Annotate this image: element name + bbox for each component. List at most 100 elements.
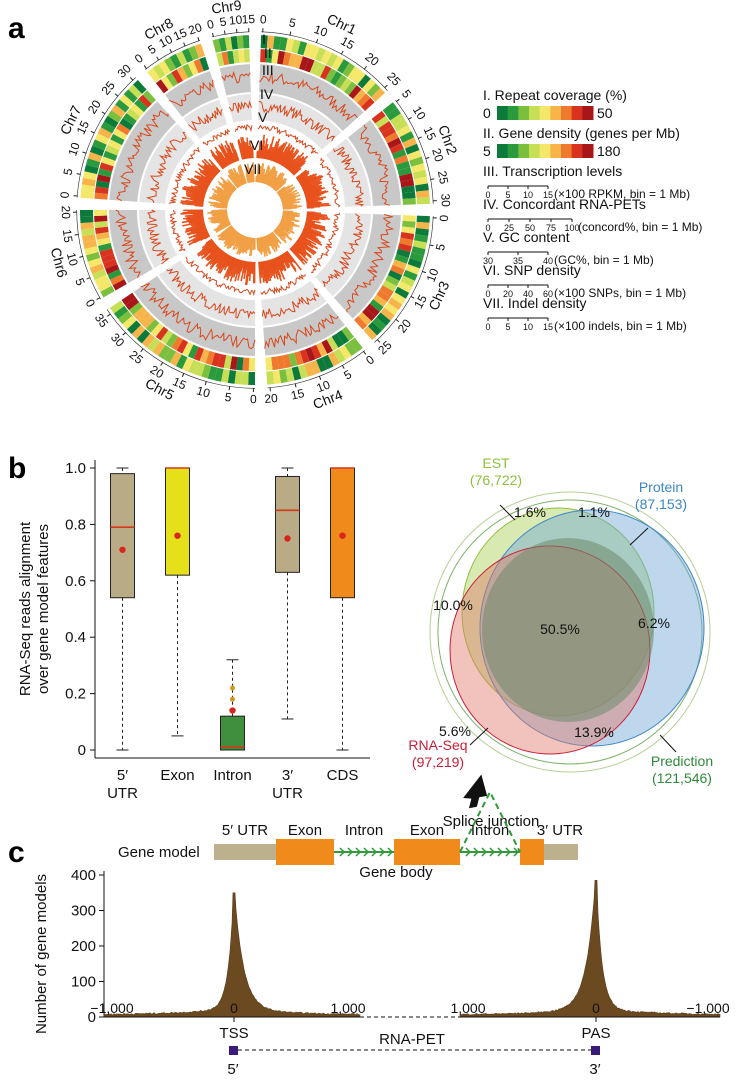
repeat-coverage-bin bbox=[118, 310, 133, 325]
legend-axis-label: 40 bbox=[523, 289, 533, 299]
rna-pet-tag-3 bbox=[591, 1046, 600, 1055]
gc-line bbox=[169, 146, 201, 205]
legend-axis-label: 100 bbox=[564, 223, 579, 233]
gene-density-bin bbox=[96, 237, 111, 246]
repeat-coverage-bin bbox=[367, 321, 382, 336]
gene-density-bin bbox=[288, 53, 298, 68]
category-label: 5′ bbox=[117, 767, 128, 784]
repeat-coverage-bin bbox=[227, 370, 237, 384]
intron-chevron bbox=[371, 847, 378, 857]
repeat-coverage-bin bbox=[80, 222, 95, 230]
repeat-coverage-bin bbox=[83, 240, 98, 249]
track-numeral: II bbox=[264, 45, 272, 61]
legend-swatch bbox=[561, 106, 573, 120]
legend-swatch bbox=[582, 144, 594, 158]
tick-mark bbox=[315, 38, 319, 44]
intron-chevron bbox=[387, 847, 394, 857]
gc-line bbox=[202, 128, 230, 146]
tick-mark bbox=[430, 178, 435, 181]
gene-density-bin bbox=[371, 110, 386, 124]
legend-swatch bbox=[497, 144, 509, 158]
venn-region-label: 13.9% bbox=[574, 724, 614, 740]
tick-label: 15 bbox=[171, 374, 189, 392]
repeat-coverage-bin bbox=[344, 341, 358, 356]
gene-density-bin bbox=[98, 242, 113, 252]
gc-line bbox=[260, 273, 306, 295]
repeat-coverage-bin bbox=[320, 50, 332, 65]
tick-mark bbox=[82, 151, 87, 154]
gene-density-bin bbox=[193, 58, 204, 74]
repeat-coverage-bin bbox=[376, 312, 391, 326]
track-numeral: III bbox=[262, 62, 274, 78]
repeat-coverage-bin bbox=[273, 36, 282, 50]
repeat-coverage-bin bbox=[115, 99, 130, 113]
repeat-coverage-bin bbox=[333, 348, 346, 364]
tick-mark bbox=[429, 244, 434, 247]
gene-density-bin bbox=[199, 56, 210, 72]
repeat-coverage-bin bbox=[169, 351, 182, 367]
rna-pet-left-end: 5′ bbox=[227, 1061, 238, 1078]
gene-density-bin bbox=[182, 342, 194, 357]
tick-label: 15 bbox=[411, 292, 430, 311]
gene-density-bin bbox=[216, 52, 225, 67]
gene-density-bin bbox=[397, 166, 412, 177]
concordance-band bbox=[325, 138, 371, 207]
tick-label: 5 bbox=[61, 167, 76, 177]
repeat-coverage-bin bbox=[132, 79, 147, 94]
panel-letter-b: b bbox=[8, 452, 26, 485]
legend-scale-min: 0 bbox=[483, 105, 491, 121]
gene-density-bin bbox=[304, 58, 315, 73]
repeat-coverage-bin bbox=[407, 150, 422, 161]
repeat-coverage-bin bbox=[81, 184, 95, 193]
legend-axis-label: 25 bbox=[504, 223, 514, 233]
gene-feature-label: Intron bbox=[471, 822, 509, 839]
gene-density-bin bbox=[96, 174, 111, 183]
repeat-coverage-bin bbox=[297, 364, 308, 379]
repeat-coverage-bin bbox=[84, 246, 99, 256]
tick-label: 25 bbox=[435, 170, 451, 186]
repeat-coverage-bin bbox=[409, 156, 424, 167]
gene-density-bin bbox=[137, 310, 151, 325]
gene-density-bin bbox=[397, 243, 412, 253]
legend-scale-max: 50 bbox=[597, 105, 613, 121]
gene-density-bin bbox=[243, 49, 250, 63]
gene-feature-label: Exon bbox=[410, 822, 444, 839]
tick-mark bbox=[410, 295, 415, 299]
gene-density-bin bbox=[99, 162, 114, 172]
gene-density-bin bbox=[223, 355, 232, 370]
utr3-block bbox=[544, 844, 578, 860]
repeat-coverage-bin bbox=[194, 362, 206, 377]
tick-mark bbox=[417, 136, 422, 139]
tick-mark bbox=[114, 93, 119, 97]
gc-line bbox=[169, 209, 186, 252]
gene-density-bin bbox=[109, 274, 125, 286]
repeat-coverage-bin bbox=[131, 324, 146, 339]
venn-region-label: 5.6% bbox=[439, 723, 471, 739]
transcription-line bbox=[169, 79, 214, 107]
repeat-coverage-bin bbox=[82, 171, 98, 181]
repeat-coverage-bin bbox=[92, 139, 107, 151]
tick-label: 25 bbox=[99, 78, 119, 97]
concordance-band bbox=[158, 260, 255, 326]
gene-density-bin bbox=[271, 49, 279, 64]
legend-axis-label: 40 bbox=[543, 256, 553, 266]
box-3: 3′UTR bbox=[272, 467, 303, 802]
tick-label: 10 bbox=[157, 32, 176, 51]
transcription-band bbox=[109, 101, 177, 202]
repeat-coverage-bin bbox=[412, 169, 427, 180]
repeat-coverage-bin bbox=[241, 371, 249, 385]
tick-mark bbox=[197, 37, 200, 42]
repeat-coverage-bin bbox=[234, 370, 243, 385]
repeat-coverage-bin bbox=[303, 362, 315, 377]
intron-chevron bbox=[489, 847, 496, 857]
repeat-coverage-bin bbox=[303, 42, 314, 58]
gene-density-bin bbox=[375, 115, 390, 129]
tick-mark bbox=[421, 270, 427, 274]
legend-swatch bbox=[518, 144, 530, 158]
gene-density-bin bbox=[358, 312, 372, 326]
gene-density-bin bbox=[314, 62, 326, 78]
repeat-coverage-bin bbox=[416, 215, 430, 223]
tick-label: 10 bbox=[195, 383, 212, 400]
repeat-coverage-bin bbox=[181, 48, 194, 63]
